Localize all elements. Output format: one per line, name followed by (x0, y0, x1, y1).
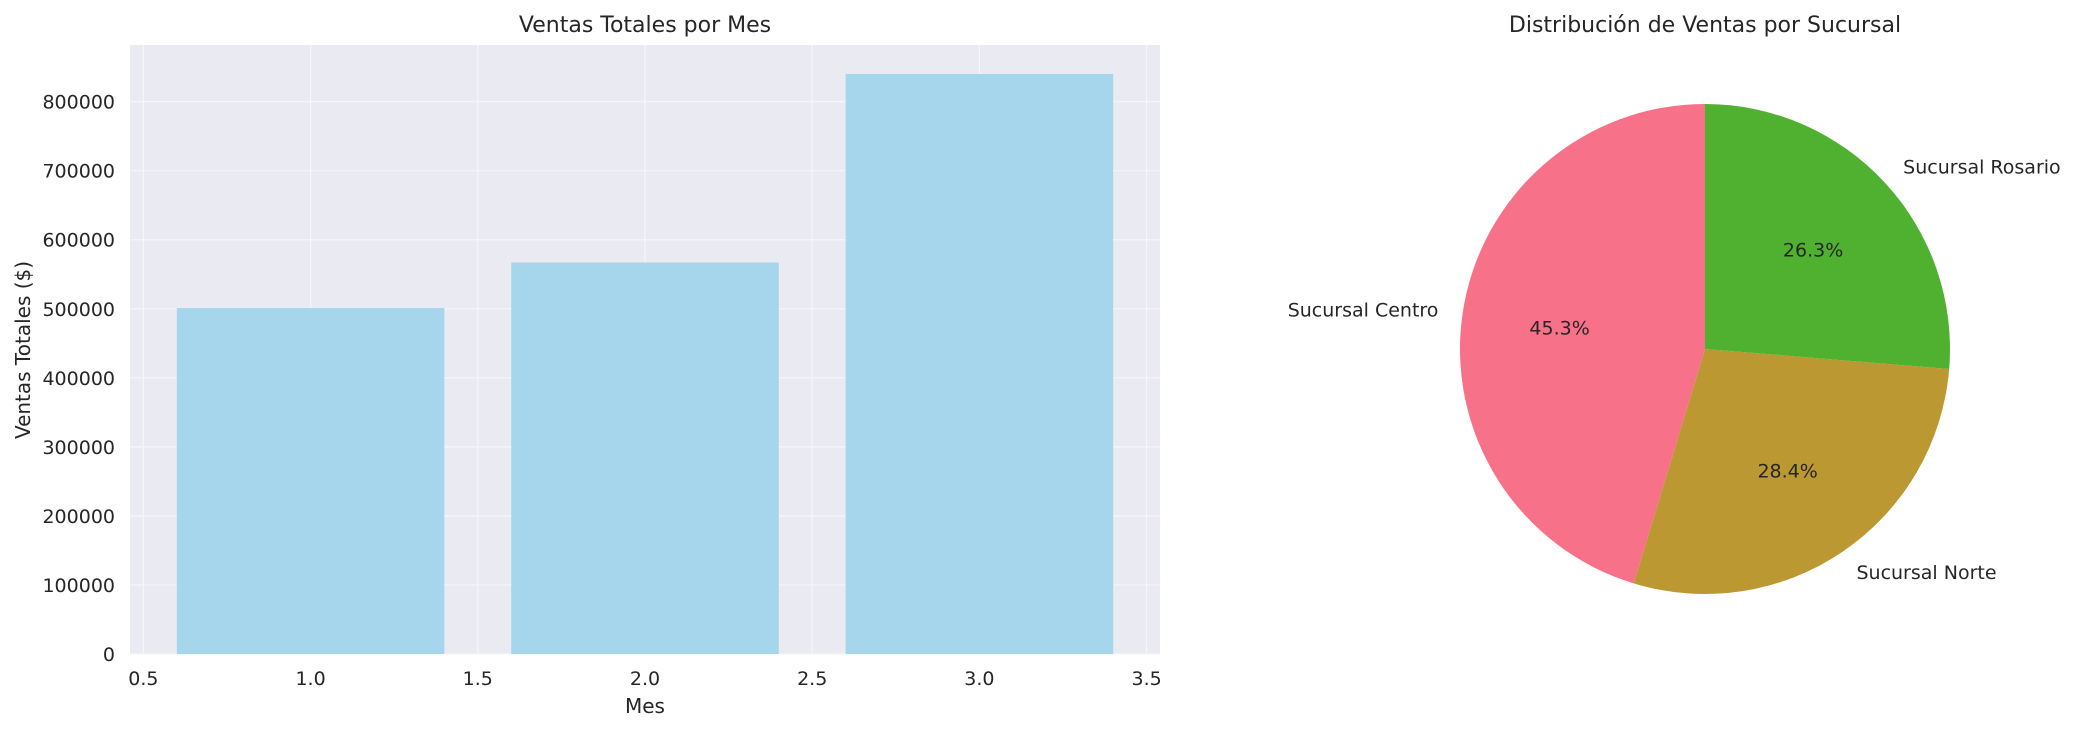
bar-chart-title: Ventas Totales por Mes (519, 13, 771, 38)
y-tick-label: 800000 (42, 92, 115, 114)
pie-slice (1460, 104, 1705, 584)
pie-percent-label: 28.4% (1757, 461, 1817, 483)
y-tick-label: 100000 (42, 575, 115, 597)
x-tick-labels: 0.5 1.0 1.5 2.0 2.5 3.0 3.5 (128, 668, 1161, 690)
pie-slice (1633, 349, 1950, 594)
x-tick-label: 1.0 (295, 668, 325, 690)
y-tick-label: 700000 (42, 161, 115, 183)
bar (845, 74, 1114, 654)
bar (511, 262, 779, 654)
x-tick-label: 0.5 (128, 668, 158, 690)
x-tick-label: 2.5 (797, 668, 827, 690)
pie-slice-label: Sucursal Rosario (1903, 156, 2061, 178)
y-tick-labels: 0 100000 200000 300000 400000 500000 600000 700… (42, 92, 115, 666)
bars (176, 74, 1114, 654)
y-tick-label: 0 (103, 644, 115, 666)
x-axis-label: Mes (625, 694, 665, 718)
pie-chart-panel: Sucursal Centro Sucursal Norte Sucursal Ro… (1288, 13, 2061, 594)
pie-chart-title: Distribución de Ventas por Sucursal (1509, 13, 1901, 38)
y-tick-label: 500000 (42, 299, 115, 321)
pie-slice-label: Sucursal Centro (1288, 299, 1439, 321)
x-tick-label: 2.0 (630, 668, 660, 690)
y-axis-label: Ventas Totales ($) (11, 261, 35, 439)
x-tick-label: 1.5 (463, 668, 493, 690)
pie-percent-label: 45.3% (1529, 317, 1589, 339)
pie-percent-labels: 45.3% 28.4% 26.3% (1529, 239, 1843, 482)
y-tick-label: 600000 (42, 230, 115, 252)
pie-slice-labels: Sucursal Centro Sucursal Norte Sucursal Ro… (1288, 156, 2061, 584)
y-tick-label: 300000 (42, 437, 115, 459)
bar (176, 308, 445, 654)
x-tick-label: 3.5 (1132, 668, 1162, 690)
pie-slice (1705, 104, 1950, 369)
pie-percent-label: 26.3% (1783, 239, 1843, 261)
x-tick-label: 3.0 (964, 668, 994, 690)
pie-slice-label: Sucursal Norte (1856, 562, 1996, 584)
y-tick-label: 200000 (42, 506, 115, 528)
bar-chart-panel: 0.5 1.0 1.5 2.0 2.5 3.0 3.5 0 100000 200000 30000… (11, 13, 1162, 718)
y-tick-label: 400000 (42, 368, 115, 390)
pie-slices (1460, 104, 1950, 594)
